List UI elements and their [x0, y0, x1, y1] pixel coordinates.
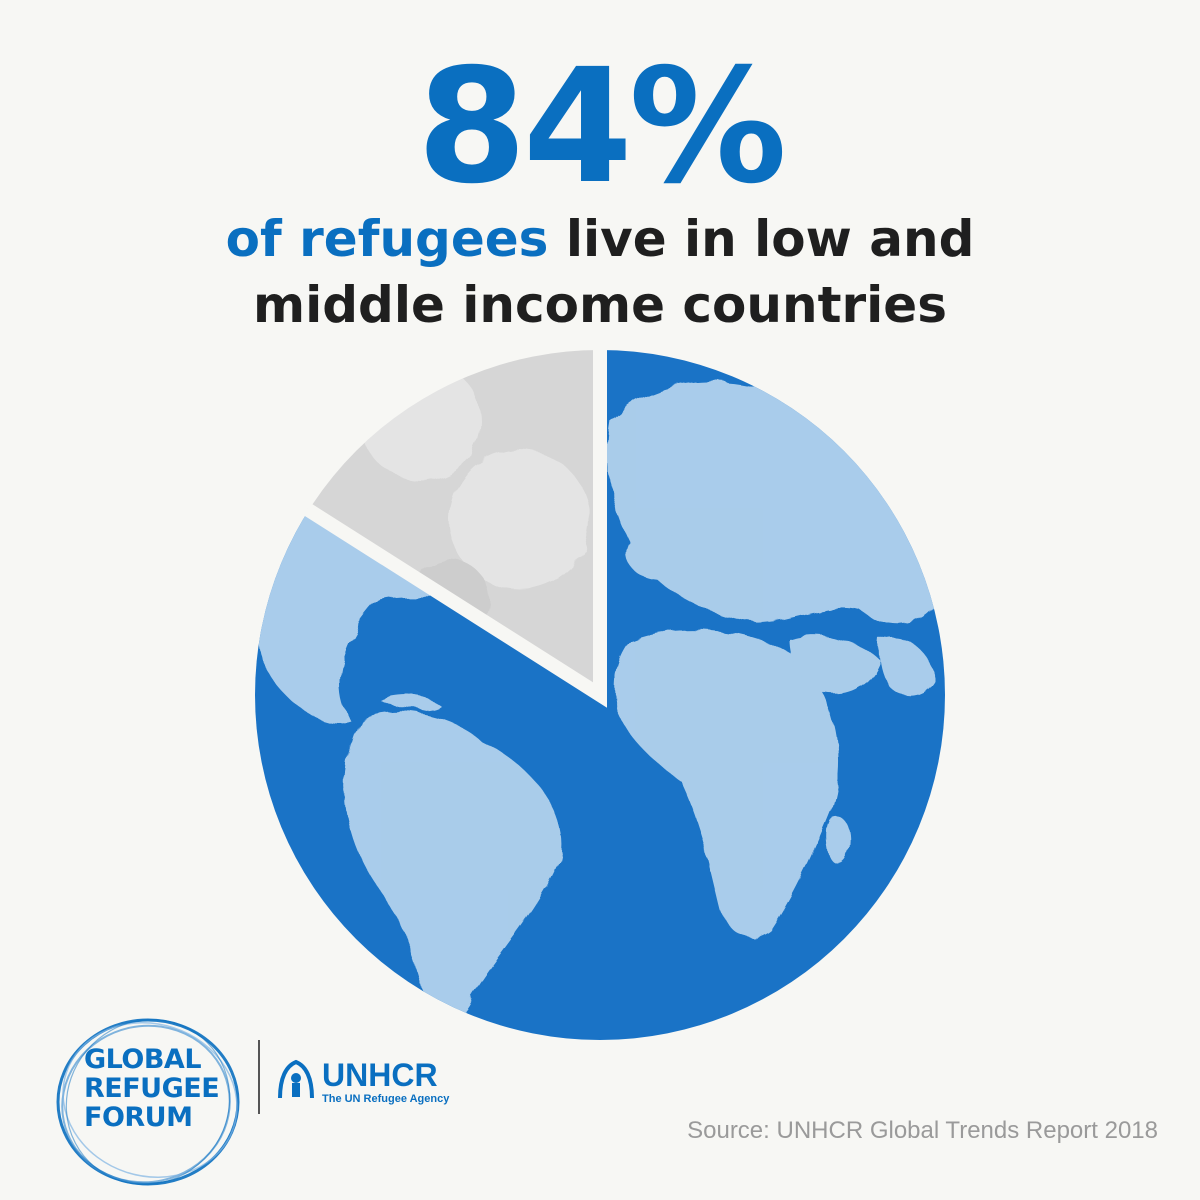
unhcr-name: UNHCR [322, 1057, 438, 1093]
headline: 84% of refugees live in low and middle i… [0, 35, 1200, 338]
gri-line1: GLOBAL [84, 1044, 202, 1075]
subtitle-line2: middle income countries [253, 276, 947, 334]
gri-line3: FORUM [84, 1102, 193, 1133]
global-refugee-forum-wordmark: GLOBAL REFUGEE FORUM [84, 1044, 220, 1133]
unhcr-tagline: The UN Refugee Agency [322, 1093, 450, 1105]
subtitle-accent: of refugees [225, 210, 549, 268]
gri-line2: REFUGEE [84, 1073, 220, 1104]
global-refugee-forum-logo [56, 1018, 240, 1186]
subtitle-line1-rest: live in low and [548, 210, 975, 268]
big-number: 84% [416, 35, 787, 219]
slice-divider [303, 348, 607, 708]
source-note: Source: UNHCR Global Trends Report 2018 [687, 1117, 1158, 1144]
logo-divider [258, 1040, 260, 1114]
subtitle: of refugees live in low and middle incom… [0, 206, 1200, 338]
unhcr-emblem-icon [278, 1059, 314, 1099]
